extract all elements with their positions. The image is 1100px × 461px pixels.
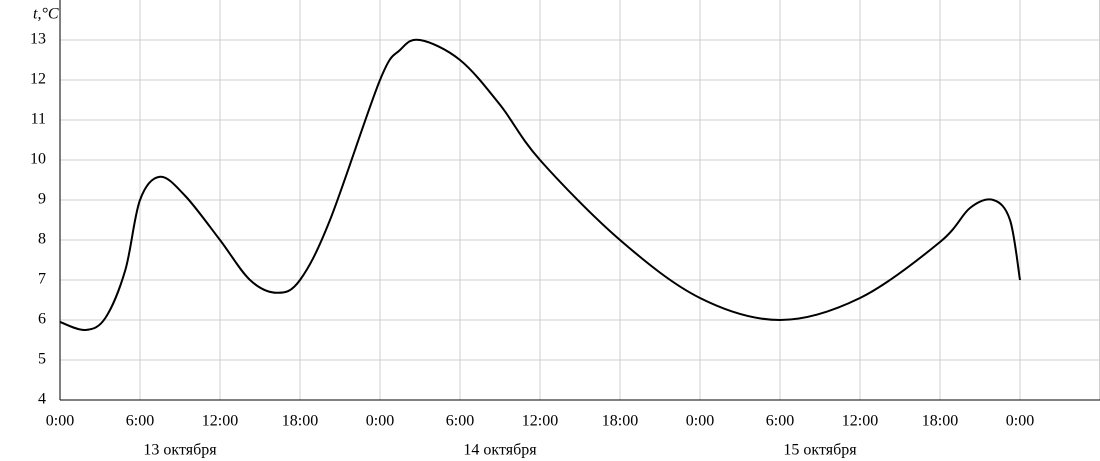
- x-tick-label: 12:00: [202, 413, 238, 430]
- x-tick-label: 0:00: [46, 413, 74, 430]
- x-tick-label: 18:00: [602, 413, 638, 430]
- x-tick-label: 12:00: [842, 413, 878, 430]
- y-tick-label: 10: [30, 151, 46, 168]
- x-tick-label: 0:00: [686, 413, 714, 430]
- x-tick-label: 6:00: [766, 413, 794, 430]
- y-tick-label: 4: [38, 391, 46, 408]
- x-tick-label: 6:00: [446, 413, 474, 430]
- date-label: 13 октября: [143, 442, 217, 459]
- x-tick-label: 0:00: [366, 413, 394, 430]
- x-tick-label: 6:00: [126, 413, 154, 430]
- y-axis-label: t,°C: [33, 6, 59, 23]
- y-tick-label: 8: [38, 231, 46, 248]
- temperature-line: [59, 38, 1021, 332]
- y-tick-label: 7: [38, 271, 46, 288]
- x-tick-label: 18:00: [922, 413, 958, 430]
- y-tick-label: 9: [38, 191, 46, 208]
- date-label: 14 октября: [463, 442, 537, 459]
- y-tick-label: 6: [38, 311, 46, 328]
- y-tick-label: 5: [38, 351, 46, 368]
- x-tick-label: 0:00: [1006, 413, 1034, 430]
- y-tick-label: 13: [30, 31, 46, 48]
- y-tick-label: 11: [31, 111, 46, 128]
- y-tick-label: 12: [30, 71, 46, 88]
- x-tick-label: 18:00: [282, 413, 318, 430]
- date-label: 15 октября: [783, 442, 857, 459]
- x-tick-label: 12:00: [522, 413, 558, 430]
